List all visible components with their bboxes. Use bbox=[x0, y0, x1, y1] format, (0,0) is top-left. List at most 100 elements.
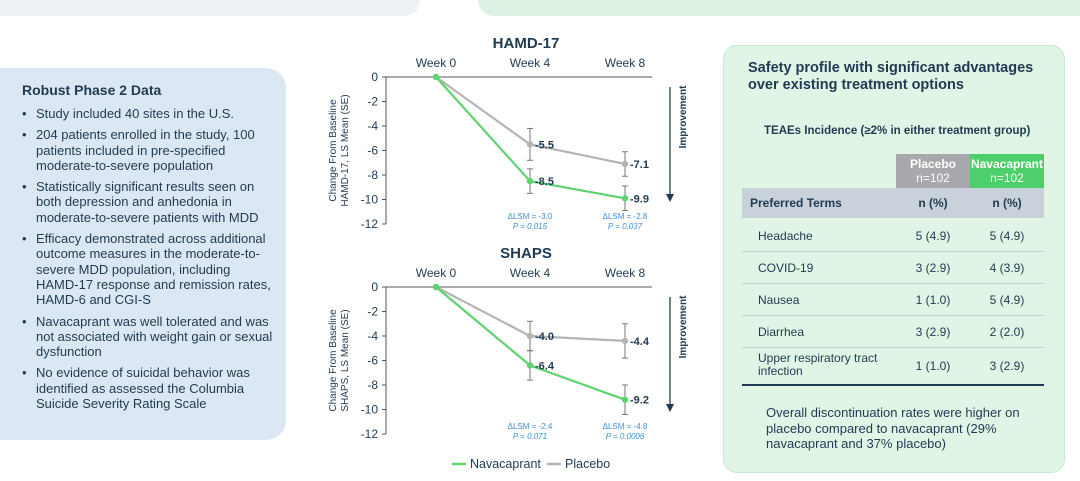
row-nava-value: 5 (4.9) bbox=[989, 229, 1025, 243]
row-nava-value: 4 (3.9) bbox=[989, 261, 1025, 275]
row-nava-value: 2 (2.0) bbox=[989, 325, 1025, 339]
x-tick-label: Week 0 bbox=[416, 56, 457, 70]
row-nava-value: 5 (4.9) bbox=[989, 293, 1025, 307]
table-row: Upper respiratory tract infection 1 (1.0… bbox=[742, 348, 1044, 384]
p-value-annotation: P = 0.071 bbox=[513, 432, 547, 441]
data-point bbox=[621, 160, 629, 168]
data-point bbox=[621, 337, 629, 345]
data-point bbox=[526, 362, 534, 369]
y-tick-label: -12 bbox=[361, 427, 379, 441]
data-point bbox=[432, 283, 440, 291]
delta-lsm-annotation: ΔLSM = -3.0 bbox=[508, 212, 553, 221]
panel-title: Robust Phase 2 Data bbox=[22, 82, 162, 98]
column-header-navacaprant: Navacaprant n=102 bbox=[970, 154, 1044, 188]
row-term: Nausea bbox=[758, 293, 800, 307]
header-placebo-n: n (%) bbox=[918, 196, 948, 210]
efficacy-charts: HAMD-17 Week 0 Week 4 Week 8 0 -2 -4 -6 -8 -10 -12… bbox=[328, 35, 689, 471]
improvement-label: Improvement bbox=[678, 295, 689, 358]
y-tick-label: -2 bbox=[367, 305, 378, 319]
data-label: -7.1 bbox=[630, 159, 649, 171]
x-tick-label: Week 0 bbox=[416, 266, 457, 280]
table-row: COVID-19 3 (2.9) 4 (3.9) bbox=[742, 252, 1044, 284]
data-label: -6.4 bbox=[535, 360, 555, 372]
row-placebo-value: 3 (2.9) bbox=[915, 325, 951, 339]
y-tick-label: -10 bbox=[361, 193, 379, 207]
data-label: -4.4 bbox=[630, 336, 650, 348]
improvement-arrow-head bbox=[666, 404, 674, 412]
bullet-item: 204 patients enrolled in the study, 100 … bbox=[22, 127, 274, 173]
bullet-item: Navacaprant was well tolerated and was n… bbox=[22, 314, 274, 360]
table-row: Diarrhea 3 (2.9) 2 (2.0) bbox=[742, 316, 1044, 348]
phase2-summary-panel: Robust Phase 2 Data Study included 40 si… bbox=[0, 68, 286, 440]
row-term: Upper respiratory tract infection bbox=[758, 351, 878, 378]
table-bottom-rule bbox=[742, 384, 1044, 386]
y-tick-label: -12 bbox=[361, 217, 379, 231]
legend-label-placebo: Placebo bbox=[565, 457, 610, 471]
y-axis-title: Change From Baseline bbox=[328, 99, 339, 202]
legend-label-navacaprant: Navacaprant bbox=[470, 457, 541, 471]
header-term: Preferred Terms bbox=[750, 196, 842, 210]
x-tick-label: Week 8 bbox=[605, 266, 646, 280]
chart-title: HAMD-17 bbox=[493, 35, 560, 52]
data-label: -4.0 bbox=[535, 331, 554, 343]
p-value-annotation: P = 0.037 bbox=[608, 222, 643, 231]
data-point bbox=[526, 332, 534, 340]
row-placebo-value: 5 (4.9) bbox=[915, 229, 951, 243]
data-label: -8.5 bbox=[535, 176, 554, 188]
data-label: -5.5 bbox=[535, 139, 554, 151]
delta-lsm-annotation: ΔLSM = -4.8 bbox=[603, 422, 648, 431]
data-label: -9.2 bbox=[630, 395, 649, 407]
y-tick-label: 0 bbox=[371, 280, 378, 294]
panel-title: Safety profile with significant advantag… bbox=[748, 60, 1034, 93]
row-placebo-value: 1 (1.0) bbox=[915, 293, 951, 307]
delta-lsm-annotation: ΔLSM = -2.4 bbox=[508, 422, 553, 431]
y-tick-label: -4 bbox=[367, 119, 378, 133]
bullet-item: Statistically significant results seen o… bbox=[22, 179, 274, 225]
data-point bbox=[526, 177, 534, 185]
column-header-n: n=102 bbox=[916, 171, 950, 185]
header-nava-n: n (%) bbox=[992, 196, 1022, 210]
row-placebo-value: 1 (1.0) bbox=[915, 359, 951, 373]
bullet-list: Study included 40 sites in the U.S. 204 … bbox=[22, 106, 274, 411]
p-value-annotation: P = 0.015 bbox=[513, 222, 548, 231]
improvement-label: Improvement bbox=[678, 85, 689, 148]
x-tick-label: Week 8 bbox=[605, 56, 646, 70]
bullet-item: Study included 40 sites in the U.S. bbox=[22, 106, 274, 122]
row-term: Diarrhea bbox=[758, 325, 805, 339]
row-term: Headache bbox=[758, 229, 813, 243]
column-header-label: Navacaprant bbox=[970, 157, 1044, 171]
data-point bbox=[432, 73, 440, 81]
table-row: Nausea 1 (1.0) 5 (4.9) bbox=[742, 284, 1044, 316]
improvement-arrow-head bbox=[666, 194, 674, 202]
y-tick-label: -6 bbox=[367, 144, 378, 158]
y-axis-title: HAMD-17, LS Mean (SE) bbox=[340, 94, 351, 206]
column-header-n: n=102 bbox=[990, 171, 1024, 185]
y-axis-title: SHAPS, LS Mean (SE) bbox=[340, 309, 351, 411]
y-tick-label: -6 bbox=[367, 354, 378, 368]
discontinuation-note: Overall discontinuation rates were highe… bbox=[766, 405, 1020, 451]
top-banner-left bbox=[0, 0, 420, 16]
y-tick-label: -4 bbox=[367, 329, 378, 343]
chart-title: SHAPS bbox=[500, 245, 552, 262]
y-tick-label: -2 bbox=[367, 95, 378, 109]
row-term: COVID-19 bbox=[758, 261, 814, 275]
y-tick-label: -10 bbox=[361, 403, 379, 417]
bullet-item: No evidence of suicidal behavior was ide… bbox=[22, 365, 274, 411]
column-header-placebo: Placebo n=102 bbox=[896, 154, 970, 188]
row-placebo-value: 3 (2.9) bbox=[915, 261, 951, 275]
x-tick-label: Week 4 bbox=[510, 56, 551, 70]
y-tick-label: -8 bbox=[367, 168, 378, 182]
data-point bbox=[621, 396, 629, 403]
table-header-row: Preferred Terms n (%) n (%) bbox=[742, 188, 1044, 218]
p-value-annotation: P = 0.0006 bbox=[606, 432, 645, 441]
row-nava-value: 3 (2.9) bbox=[989, 359, 1025, 373]
y-tick-label: 0 bbox=[371, 70, 378, 84]
x-tick-label: Week 4 bbox=[510, 266, 551, 280]
column-header-label: Placebo bbox=[909, 157, 957, 171]
data-label: -9.9 bbox=[630, 193, 649, 205]
y-tick-label: -8 bbox=[367, 378, 378, 392]
delta-lsm-annotation: ΔLSM = -2.8 bbox=[603, 212, 648, 221]
safety-profile-panel: Safety profile with significant advantag… bbox=[723, 45, 1065, 473]
y-axis-title: Change From Baseline bbox=[328, 309, 339, 412]
table-caption: TEAEs Incidence (≥2% in either treatment… bbox=[764, 125, 1031, 137]
